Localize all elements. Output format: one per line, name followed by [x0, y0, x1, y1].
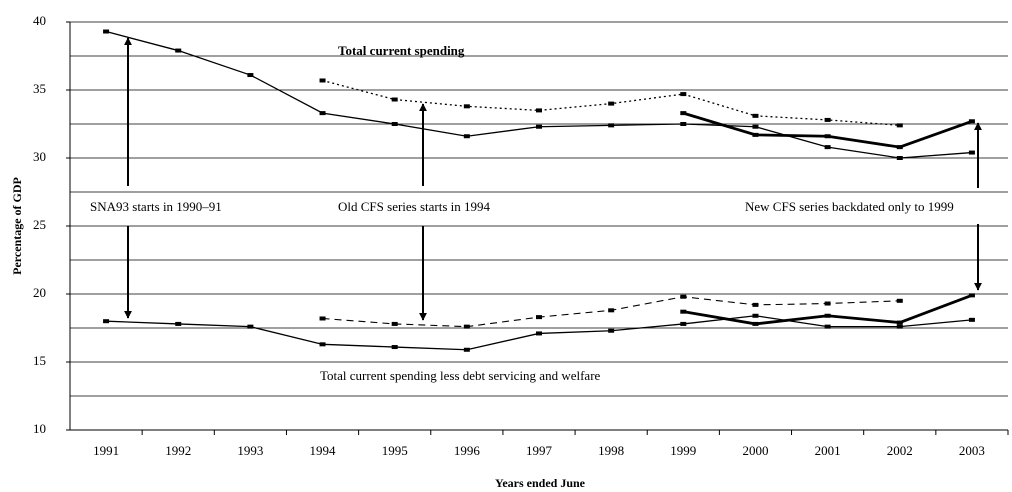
point-marker: [247, 324, 254, 329]
point-marker: [896, 298, 903, 303]
point-marker: [752, 113, 759, 118]
label-bg: [330, 196, 530, 220]
point-marker: [391, 321, 398, 326]
series-line: [683, 294, 973, 326]
x-tick-label: 1993: [237, 443, 263, 458]
point-marker: [968, 119, 975, 124]
annotation: SNA93 starts in 1990–91: [90, 199, 222, 214]
point-marker: [680, 294, 687, 299]
y-axis-label: Percentage of GDP: [10, 177, 24, 275]
point-marker: [824, 301, 831, 306]
point-marker: [608, 328, 615, 333]
point-marker: [824, 134, 831, 139]
point-marker: [319, 316, 326, 321]
point-marker: [175, 48, 182, 53]
point-marker: [824, 324, 831, 329]
point-marker: [968, 293, 975, 298]
point-marker: [896, 320, 903, 325]
point-marker: [680, 309, 687, 314]
y-tick-label: 15: [33, 353, 46, 368]
label-bg: [84, 196, 284, 220]
point-marker: [680, 321, 687, 326]
x-tick-label: 1997: [526, 443, 553, 458]
y-tick-label: 25: [33, 217, 46, 232]
y-tick-label: 40: [33, 13, 46, 28]
y-tick-label: 30: [33, 149, 46, 164]
point-marker: [680, 122, 687, 126]
x-tick-label: 1995: [382, 443, 408, 458]
x-tick-label: 1996: [454, 443, 481, 458]
point-marker: [536, 108, 542, 113]
point-marker: [896, 156, 903, 160]
point-marker: [608, 308, 615, 313]
point-marker: [391, 97, 398, 102]
point-marker: [752, 321, 759, 326]
point-marker: [680, 111, 687, 116]
x-tick-label: 1998: [598, 443, 624, 458]
point-marker: [752, 313, 759, 318]
point-marker: [752, 132, 759, 137]
point-marker: [896, 123, 903, 128]
point-marker: [968, 150, 975, 155]
point-marker: [896, 145, 903, 150]
point-marker: [896, 324, 903, 329]
point-marker: [536, 315, 542, 320]
point-marker: [391, 345, 398, 350]
x-tick-label: 2003: [959, 443, 985, 458]
x-tick-label: 1991: [93, 443, 119, 458]
point-marker: [463, 134, 470, 139]
point-marker: [608, 101, 615, 106]
point-marker: [319, 111, 326, 116]
point-marker: [319, 78, 326, 83]
y-tick-label: 35: [33, 81, 46, 96]
point-marker: [536, 331, 542, 336]
point-marker: [824, 313, 831, 318]
point-marker: [319, 342, 326, 347]
point-marker: [103, 29, 110, 34]
point-marker: [752, 302, 759, 307]
x-axis-label: Years ended June: [495, 476, 586, 490]
annotation: New CFS series backdated only to 1999: [745, 199, 954, 214]
point-marker: [752, 124, 759, 129]
point-marker: [680, 92, 687, 97]
point-marker: [391, 122, 398, 126]
point-marker: [103, 319, 110, 324]
x-tick-label: 2002: [887, 443, 913, 458]
x-tick-label: 1994: [310, 443, 337, 458]
point-marker: [536, 124, 542, 129]
point-marker: [463, 324, 470, 329]
x-tick-label: 1992: [165, 443, 191, 458]
x-tick-label: 2000: [742, 443, 768, 458]
annotation: Total current spending: [338, 43, 465, 58]
point-marker: [824, 145, 831, 150]
point-marker: [608, 123, 615, 128]
annotation: Total current spending less debt servici…: [320, 368, 601, 383]
point-marker: [175, 321, 182, 326]
point-marker: [824, 117, 831, 122]
x-tick-label: 1999: [670, 443, 696, 458]
label-bg: [738, 196, 993, 220]
grid: [70, 21, 1008, 431]
annotation: Old CFS series starts in 1994: [338, 199, 491, 214]
point-marker: [463, 347, 470, 352]
y-tick-label: 10: [33, 421, 46, 436]
x-tick-label: 2001: [815, 443, 841, 458]
point-marker: [247, 73, 254, 78]
point-marker: [463, 104, 470, 109]
y-tick-label: 20: [33, 285, 46, 300]
point-marker: [968, 317, 975, 322]
